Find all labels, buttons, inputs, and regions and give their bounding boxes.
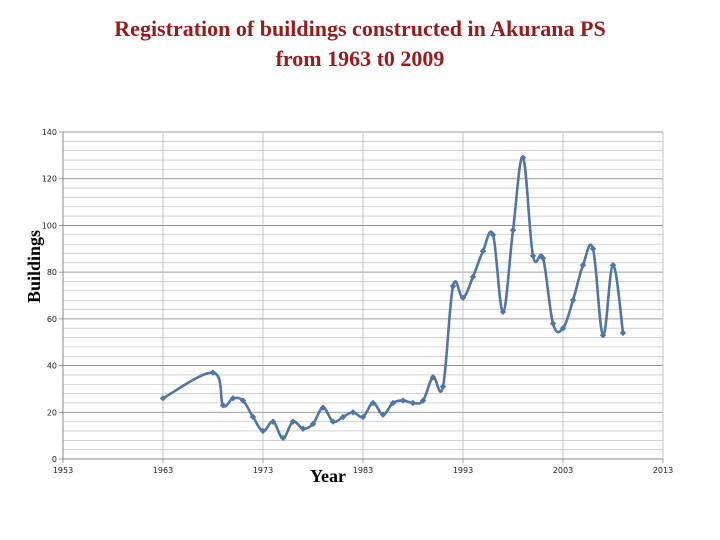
data-point [339,413,347,421]
x-tick-label: 2003 [553,466,573,475]
data-point [419,397,427,404]
data-point [499,308,507,316]
data-point [309,420,317,428]
y-tick-label: 0 [52,455,57,464]
data-point [329,418,337,425]
data-point [519,154,527,161]
data-point [319,404,327,411]
data-point [469,273,477,281]
data-point [239,397,247,404]
data-point [539,254,547,262]
data-point [479,247,487,255]
data-point [159,395,167,402]
y-tick-label: 100 [42,221,57,230]
data-point [619,329,627,337]
data-point [249,413,257,421]
data-point [429,374,437,381]
y-tick-label: 140 [42,128,57,137]
y-tick-label: 20 [47,408,57,417]
data-point [379,411,387,418]
x-tick-label: 1963 [153,466,173,475]
y-tick-label: 40 [47,362,57,371]
data-point [589,245,597,252]
data-point [409,399,417,407]
data-point [489,231,497,238]
data-point [569,296,577,304]
data-point [209,369,217,376]
data-point [559,325,567,332]
chart-title: Registration of buildings constructed in… [40,14,680,74]
data-point [359,413,367,421]
y-tick-label: 120 [42,175,57,184]
y-tick-label: 80 [47,268,57,277]
x-tick-label: 1953 [53,466,73,475]
series-line [162,156,625,440]
data-point [459,294,467,302]
data-point [529,252,537,259]
data-point [549,320,557,327]
x-tick-label: 1993 [453,466,473,475]
x-tick-label: 1983 [353,466,373,475]
data-point [449,282,457,290]
data-point [299,425,307,432]
data-point [219,402,227,409]
tick-labels: 0 20 40 60 80 100 120 140 1953 1963 1973 1983 1993 20… [42,128,673,475]
data-point [399,397,407,404]
y-axis-title: Buildings [23,229,44,303]
data-point [289,418,297,425]
data-point [279,434,287,442]
data-point [579,261,587,269]
chart-title-line-2: from 1963 t0 2009 [275,46,445,71]
data-point [259,427,267,435]
data-point [369,399,377,407]
grid [59,131,664,463]
x-axis-title: Year [310,466,346,486]
data-point [439,383,447,390]
series [159,154,627,442]
data-point [509,226,517,234]
chart-title-line-1: Registration of buildings constructed in… [114,16,606,41]
data-point [349,409,357,416]
data-point [609,261,617,269]
y-tick-label: 60 [47,315,57,324]
data-point [389,399,397,407]
x-tick-label: 2013 [653,466,673,475]
data-point [229,395,237,402]
data-point [269,418,277,425]
x-tick-label: 1973 [253,466,273,475]
data-point [599,332,607,339]
